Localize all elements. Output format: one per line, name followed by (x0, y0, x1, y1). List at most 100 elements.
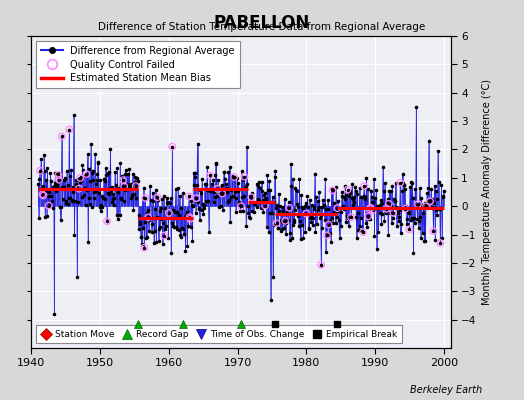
Point (45, 202, 53, 209)
Point (357, 193, 366, 200)
Point (204, 197, 213, 204)
Point (211, 172, 220, 178)
Point (221, 186, 230, 192)
Point (297, 192, 305, 198)
Point (388, 183, 397, 190)
Point (90, 195, 98, 202)
Point (161, 205, 169, 211)
Point (201, 198, 210, 205)
Point (57, 204, 66, 210)
Point (87, 141, 95, 147)
Point (414, 201, 422, 207)
Point (412, 104, 420, 110)
Point (162, 194, 171, 201)
Point (40, 152, 48, 158)
Point (162, 222, 170, 229)
Point (129, 207, 138, 213)
Point (341, 196, 349, 203)
Point (403, 216, 411, 222)
Point (345, 192, 354, 199)
Point (47, 178, 55, 184)
Point (302, 210, 311, 217)
Point (284, 217, 292, 223)
Point (244, 203, 253, 209)
Point (246, 215, 254, 221)
Point (186, 216, 194, 222)
Point (140, 244, 148, 251)
Point (206, 187, 215, 193)
Point (95, 189, 103, 196)
Point (150, 228, 159, 234)
Point (288, 176, 297, 182)
Point (160, 232, 169, 239)
Point (329, 220, 337, 226)
Point (379, 188, 388, 194)
Point (239, 208, 247, 214)
Point (138, 195, 147, 201)
Point (206, 172, 214, 179)
Point (426, 198, 434, 204)
Point (360, 183, 368, 189)
Point (214, 177, 222, 183)
Point (364, 213, 373, 220)
Point (175, 211, 183, 218)
Point (382, 210, 390, 216)
Point (196, 190, 205, 196)
Point (93, 171, 102, 177)
Point (208, 181, 216, 188)
Point (45, 189, 53, 196)
Point (312, 194, 320, 200)
Point (80, 192, 89, 198)
Point (95, 204, 104, 210)
Point (398, 188, 406, 194)
Point (112, 185, 120, 192)
Point (81, 173, 89, 179)
Point (38, 191, 47, 198)
Point (272, 220, 281, 226)
Point (381, 205, 389, 212)
Point (346, 187, 354, 194)
Point (405, 226, 413, 232)
Point (104, 170, 112, 176)
Point (146, 197, 155, 204)
Point (35, 176, 43, 182)
Point (325, 232, 333, 238)
Point (187, 224, 195, 230)
Y-axis label: Monthly Temperature Anomaly Difference (°C): Monthly Temperature Anomaly Difference (… (482, 79, 492, 305)
Point (231, 174, 239, 181)
Point (333, 214, 341, 220)
Point (343, 186, 352, 193)
Point (118, 173, 127, 179)
Point (292, 188, 301, 194)
Point (300, 211, 308, 217)
Point (54, 176, 63, 183)
Point (438, 235, 446, 241)
Point (281, 218, 289, 224)
Point (225, 164, 234, 170)
Point (52, 188, 60, 194)
Point (79, 184, 88, 191)
Point (267, 199, 276, 205)
Point (137, 234, 145, 240)
Point (287, 183, 296, 190)
Point (150, 240, 158, 246)
Point (180, 230, 189, 237)
Point (174, 184, 182, 191)
Point (315, 189, 323, 196)
Point (419, 210, 428, 216)
Point (210, 198, 218, 205)
Point (286, 236, 294, 243)
Point (313, 210, 321, 217)
Point (183, 222, 192, 229)
Point (365, 206, 374, 212)
Point (42, 177, 50, 183)
Point (229, 192, 237, 199)
Point (235, 186, 244, 192)
Point (263, 224, 271, 230)
Point (149, 198, 158, 204)
Point (428, 196, 436, 202)
Point (164, 235, 172, 242)
Point (347, 214, 355, 220)
Point (261, 197, 270, 204)
Point (423, 198, 432, 204)
